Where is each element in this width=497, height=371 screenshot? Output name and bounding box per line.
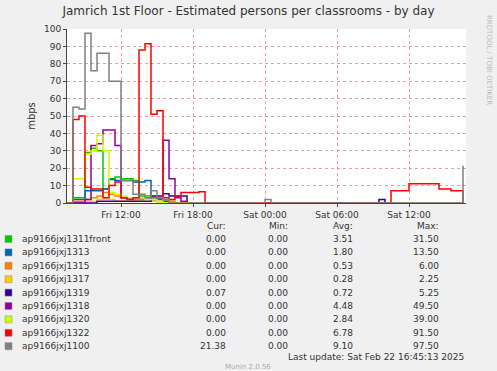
svg-text:Cur:: Cur:: [207, 221, 226, 231]
svg-text:0.00: 0.00: [206, 247, 226, 257]
svg-text:40: 40: [50, 129, 62, 139]
svg-text:0.53: 0.53: [333, 261, 353, 271]
svg-text:0.00: 0.00: [206, 261, 226, 271]
svg-text:0.28: 0.28: [333, 274, 353, 284]
svg-text:Fri 18:00: Fri 18:00: [173, 210, 213, 220]
svg-text:21.38: 21.38: [200, 341, 226, 351]
svg-text:Sat 12:00: Sat 12:00: [387, 210, 431, 220]
svg-text:0.00: 0.00: [268, 328, 288, 338]
svg-text:10: 10: [50, 181, 62, 191]
svg-text:4.48: 4.48: [333, 301, 353, 311]
svg-text:Sat 00:00: Sat 00:00: [243, 210, 287, 220]
svg-text:RRDTOOL / TOBI OETIKER: RRDTOOL / TOBI OETIKER: [485, 15, 493, 105]
svg-text:31.50: 31.50: [413, 234, 439, 244]
svg-text:Munin 2.0.56: Munin 2.0.56: [225, 363, 271, 371]
svg-text:5.25: 5.25: [419, 288, 439, 298]
svg-text:0.72: 0.72: [333, 288, 353, 298]
svg-text:0: 0: [55, 198, 61, 208]
svg-text:3.51: 3.51: [333, 234, 353, 244]
svg-text:9.10: 9.10: [333, 341, 353, 351]
svg-text:2.84: 2.84: [333, 314, 353, 324]
svg-text:100: 100: [44, 24, 61, 34]
svg-text:0.00: 0.00: [268, 274, 288, 284]
svg-text:ap9166jxj1311front: ap9166jxj1311front: [22, 234, 111, 244]
svg-text:1.80: 1.80: [333, 247, 353, 257]
svg-text:mbps: mbps: [26, 102, 37, 130]
svg-text:0.00: 0.00: [268, 261, 288, 271]
svg-text:70: 70: [50, 76, 62, 86]
svg-text:ap9166jxj1317: ap9166jxj1317: [22, 274, 89, 284]
svg-text:0.00: 0.00: [268, 314, 288, 324]
svg-text:Last update: Sat Feb 22 16:45:: Last update: Sat Feb 22 16:45:13 2025: [288, 352, 464, 362]
svg-text:ap9166jxj1322: ap9166jxj1322: [22, 328, 89, 338]
svg-text:0.00: 0.00: [206, 234, 226, 244]
svg-text:0.07: 0.07: [206, 288, 226, 298]
svg-text:0.00: 0.00: [206, 274, 226, 284]
svg-text:0.00: 0.00: [268, 288, 288, 298]
svg-text:ap9166jxj1100: ap9166jxj1100: [22, 341, 90, 351]
svg-text:13.50: 13.50: [413, 247, 439, 257]
svg-text:6.00: 6.00: [419, 261, 439, 271]
svg-text:0.00: 0.00: [268, 234, 288, 244]
svg-text:49.50: 49.50: [413, 301, 439, 311]
svg-text:6.78: 6.78: [333, 328, 353, 338]
svg-text:Jamrich 1st Floor - Estimated: Jamrich 1st Floor - Estimated persons pe…: [61, 4, 434, 18]
svg-text:90: 90: [50, 42, 62, 52]
svg-text:0.00: 0.00: [206, 328, 226, 338]
svg-text:Max:: Max:: [417, 221, 439, 231]
svg-text:30: 30: [50, 146, 62, 156]
svg-text:97.50: 97.50: [413, 341, 439, 351]
svg-text:39.00: 39.00: [413, 314, 439, 324]
svg-text:ap9166jxj1313: ap9166jxj1313: [22, 247, 89, 257]
svg-text:Avg:: Avg:: [333, 221, 353, 231]
svg-text:0.00: 0.00: [268, 341, 288, 351]
svg-text:2.25: 2.25: [419, 274, 439, 284]
svg-text:Fri 12:00: Fri 12:00: [101, 210, 141, 220]
svg-text:0.00: 0.00: [206, 301, 226, 311]
svg-text:ap9166jxj1319: ap9166jxj1319: [22, 288, 90, 298]
svg-text:Min:: Min:: [269, 221, 288, 231]
svg-text:91.50: 91.50: [413, 328, 439, 338]
svg-text:ap9166jxj1320: ap9166jxj1320: [22, 314, 90, 324]
svg-text:0.00: 0.00: [268, 301, 288, 311]
svg-text:0.00: 0.00: [268, 247, 288, 257]
svg-text:0.00: 0.00: [206, 314, 226, 324]
svg-text:60: 60: [50, 94, 62, 104]
svg-text:80: 80: [50, 59, 62, 69]
svg-text:Sat 06:00: Sat 06:00: [315, 210, 359, 220]
svg-text:50: 50: [50, 111, 62, 121]
svg-text:ap9166jxj1318: ap9166jxj1318: [22, 301, 90, 311]
svg-text:20: 20: [50, 163, 62, 173]
svg-text:ap9166jxj1315: ap9166jxj1315: [22, 261, 89, 271]
